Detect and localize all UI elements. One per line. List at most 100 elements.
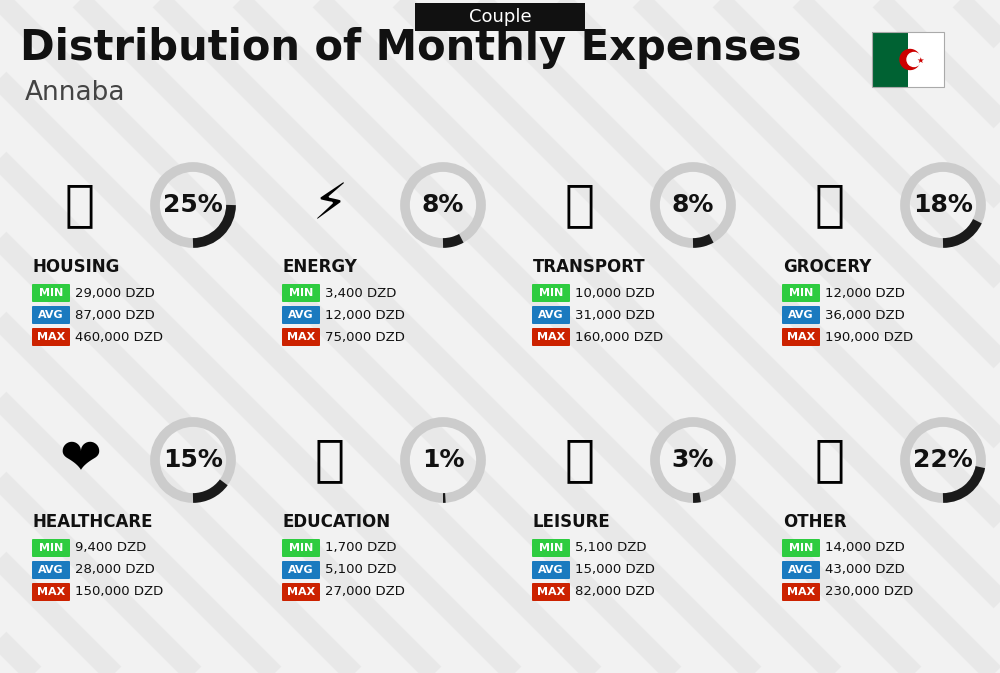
- Text: AVG: AVG: [288, 565, 314, 575]
- Text: MAX: MAX: [787, 332, 815, 342]
- Text: 🏢: 🏢: [65, 181, 95, 229]
- Text: MIN: MIN: [789, 543, 813, 553]
- FancyBboxPatch shape: [32, 583, 70, 601]
- Text: 1,700 DZD: 1,700 DZD: [325, 542, 396, 555]
- Circle shape: [907, 52, 921, 67]
- FancyBboxPatch shape: [872, 32, 908, 87]
- FancyBboxPatch shape: [908, 32, 944, 87]
- Text: AVG: AVG: [288, 310, 314, 320]
- Text: ❤: ❤: [59, 436, 101, 484]
- FancyBboxPatch shape: [415, 3, 585, 31]
- Text: 10,000 DZD: 10,000 DZD: [575, 287, 655, 299]
- Text: 3%: 3%: [672, 448, 714, 472]
- FancyBboxPatch shape: [782, 539, 820, 557]
- Text: OTHER: OTHER: [783, 513, 847, 531]
- Text: 8%: 8%: [672, 193, 714, 217]
- Text: Annaba: Annaba: [25, 80, 126, 106]
- Text: AVG: AVG: [38, 565, 64, 575]
- Text: MAX: MAX: [37, 587, 65, 597]
- Text: 29,000 DZD: 29,000 DZD: [75, 287, 155, 299]
- Text: GROCERY: GROCERY: [783, 258, 871, 276]
- Text: 💰: 💰: [815, 436, 845, 484]
- Text: 18%: 18%: [913, 193, 973, 217]
- FancyBboxPatch shape: [532, 583, 570, 601]
- Text: AVG: AVG: [538, 310, 564, 320]
- Text: 🎓: 🎓: [315, 436, 345, 484]
- Text: Distribution of Monthly Expenses: Distribution of Monthly Expenses: [20, 27, 802, 69]
- Text: MAX: MAX: [287, 587, 315, 597]
- FancyBboxPatch shape: [282, 284, 320, 302]
- Text: MAX: MAX: [787, 587, 815, 597]
- Text: 🛍: 🛍: [565, 436, 595, 484]
- Text: 160,000 DZD: 160,000 DZD: [575, 330, 663, 343]
- FancyBboxPatch shape: [282, 328, 320, 346]
- Text: 25%: 25%: [163, 193, 223, 217]
- Text: AVG: AVG: [788, 310, 814, 320]
- Text: 1%: 1%: [422, 448, 464, 472]
- Text: 43,000 DZD: 43,000 DZD: [825, 563, 905, 577]
- Text: TRANSPORT: TRANSPORT: [533, 258, 646, 276]
- Text: MIN: MIN: [289, 543, 313, 553]
- Text: 75,000 DZD: 75,000 DZD: [325, 330, 405, 343]
- Text: 5,100 DZD: 5,100 DZD: [325, 563, 396, 577]
- FancyBboxPatch shape: [32, 561, 70, 579]
- Text: MIN: MIN: [289, 288, 313, 298]
- Text: 🚌: 🚌: [565, 181, 595, 229]
- Text: 5,100 DZD: 5,100 DZD: [575, 542, 646, 555]
- Text: 12,000 DZD: 12,000 DZD: [325, 308, 405, 322]
- FancyBboxPatch shape: [532, 539, 570, 557]
- Text: 82,000 DZD: 82,000 DZD: [575, 586, 655, 598]
- FancyBboxPatch shape: [282, 561, 320, 579]
- Text: MIN: MIN: [539, 543, 563, 553]
- FancyBboxPatch shape: [782, 583, 820, 601]
- FancyBboxPatch shape: [782, 561, 820, 579]
- Text: 36,000 DZD: 36,000 DZD: [825, 308, 905, 322]
- Text: MIN: MIN: [39, 288, 63, 298]
- Text: HOUSING: HOUSING: [33, 258, 120, 276]
- Text: 190,000 DZD: 190,000 DZD: [825, 330, 913, 343]
- Text: MIN: MIN: [539, 288, 563, 298]
- Text: 460,000 DZD: 460,000 DZD: [75, 330, 163, 343]
- Text: 3,400 DZD: 3,400 DZD: [325, 287, 396, 299]
- Text: 150,000 DZD: 150,000 DZD: [75, 586, 163, 598]
- Text: 12,000 DZD: 12,000 DZD: [825, 287, 905, 299]
- FancyBboxPatch shape: [782, 328, 820, 346]
- Text: ⚡: ⚡: [312, 181, 348, 229]
- FancyBboxPatch shape: [532, 561, 570, 579]
- FancyBboxPatch shape: [532, 328, 570, 346]
- Text: 28,000 DZD: 28,000 DZD: [75, 563, 155, 577]
- FancyBboxPatch shape: [32, 306, 70, 324]
- Text: 15%: 15%: [163, 448, 223, 472]
- FancyBboxPatch shape: [282, 539, 320, 557]
- Text: EDUCATION: EDUCATION: [283, 513, 391, 531]
- FancyBboxPatch shape: [32, 284, 70, 302]
- FancyBboxPatch shape: [782, 284, 820, 302]
- Text: MAX: MAX: [37, 332, 65, 342]
- Text: Couple: Couple: [469, 8, 531, 26]
- FancyBboxPatch shape: [782, 306, 820, 324]
- Text: MAX: MAX: [537, 587, 565, 597]
- Text: ENERGY: ENERGY: [283, 258, 358, 276]
- Text: 22%: 22%: [913, 448, 973, 472]
- Text: 14,000 DZD: 14,000 DZD: [825, 542, 905, 555]
- Text: MIN: MIN: [789, 288, 813, 298]
- Text: AVG: AVG: [788, 565, 814, 575]
- Text: 87,000 DZD: 87,000 DZD: [75, 308, 155, 322]
- FancyBboxPatch shape: [32, 539, 70, 557]
- FancyBboxPatch shape: [32, 328, 70, 346]
- Text: MIN: MIN: [39, 543, 63, 553]
- FancyBboxPatch shape: [282, 583, 320, 601]
- Text: 9,400 DZD: 9,400 DZD: [75, 542, 146, 555]
- Text: ★: ★: [916, 56, 924, 65]
- Text: 🛒: 🛒: [815, 181, 845, 229]
- FancyBboxPatch shape: [282, 306, 320, 324]
- Text: 15,000 DZD: 15,000 DZD: [575, 563, 655, 577]
- Text: 8%: 8%: [422, 193, 464, 217]
- Text: HEALTHCARE: HEALTHCARE: [33, 513, 154, 531]
- Text: MAX: MAX: [287, 332, 315, 342]
- Text: AVG: AVG: [38, 310, 64, 320]
- FancyBboxPatch shape: [532, 306, 570, 324]
- FancyBboxPatch shape: [532, 284, 570, 302]
- Text: 230,000 DZD: 230,000 DZD: [825, 586, 913, 598]
- Circle shape: [900, 50, 920, 69]
